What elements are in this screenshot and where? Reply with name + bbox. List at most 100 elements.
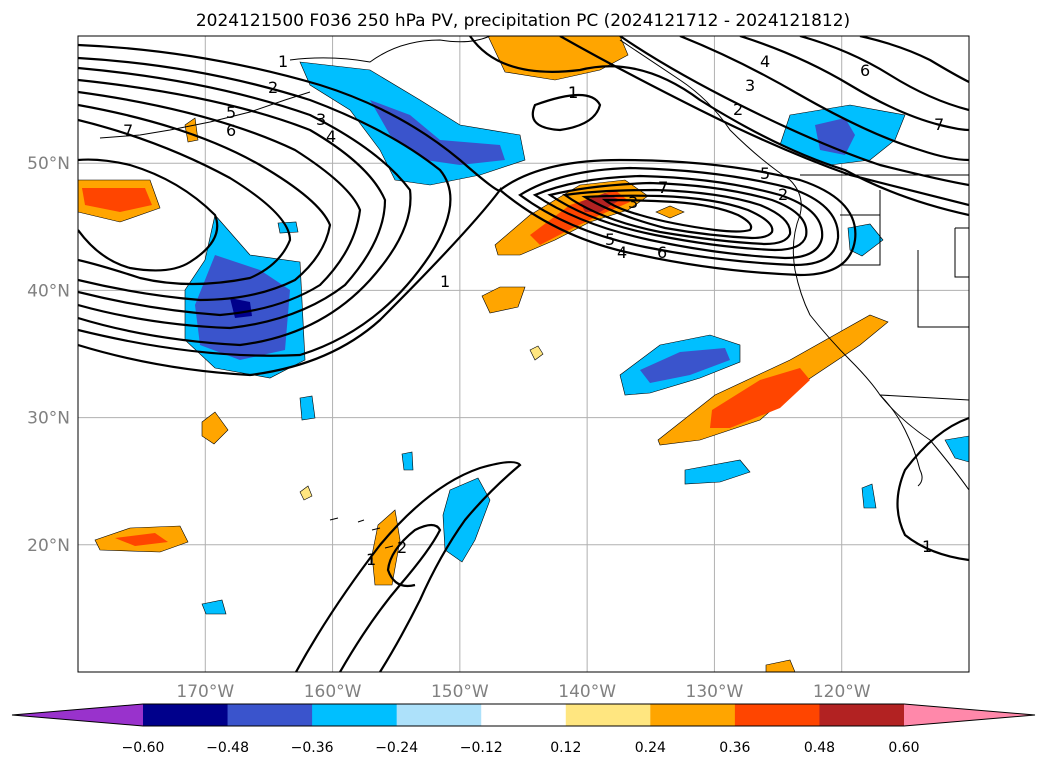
chart-title: 2024121500 F036 250 hPa PV, precipitatio… bbox=[196, 11, 850, 31]
pv-contours bbox=[78, 36, 969, 672]
pv-contour-west-2 bbox=[78, 56, 452, 357]
precip-blob-small-10 bbox=[655, 205, 685, 219]
y-tick-label: 50°N bbox=[27, 154, 70, 174]
colorbar-box bbox=[481, 704, 567, 726]
colorbar-tick-label: −0.36 bbox=[291, 740, 334, 756]
contour-label: 2 bbox=[778, 185, 788, 204]
pv-contour-west-3 bbox=[78, 66, 412, 347]
coastline-panhandle bbox=[619, 39, 802, 216]
x-tick-label: 140°W bbox=[558, 682, 616, 702]
pv-contour-ridge-1 bbox=[531, 94, 602, 132]
precip-blob-small-11 bbox=[765, 659, 796, 672]
contour-label: 5 bbox=[226, 103, 236, 122]
pv-contour-trough-5 bbox=[562, 188, 792, 246]
coastline-baja bbox=[879, 394, 923, 487]
precip-blob-small-1 bbox=[847, 223, 884, 257]
precip-blob-small-6 bbox=[277, 221, 299, 234]
contour-label: 7 bbox=[658, 178, 668, 197]
colorbar-ticks: −0.60 −0.48 −0.36 −0.24 −0.12 0.12 0.24 … bbox=[122, 740, 920, 756]
contour-label: 2 bbox=[733, 100, 743, 119]
colorbar-tick-label: 0.48 bbox=[804, 740, 835, 756]
colorbar bbox=[11, 703, 1036, 727]
colorbar-box bbox=[312, 704, 398, 726]
colorbar-box bbox=[227, 704, 313, 726]
pv-contour-jet-4 bbox=[679, 36, 969, 162]
contour-label: 3 bbox=[628, 193, 638, 212]
contour-label: 2 bbox=[397, 538, 407, 557]
pv-contour-jet-6 bbox=[799, 36, 969, 112]
contour-label: 1 bbox=[366, 550, 376, 569]
precip-shading bbox=[78, 36, 969, 672]
x-tick-label: 170°W bbox=[176, 682, 234, 702]
precip-blob-bc-core bbox=[815, 118, 855, 155]
contour-labels: 1 2 3 4 5 6 7 1 2 3 4 5 6 7 1 1 1 2 7 1 … bbox=[123, 52, 944, 569]
map-area: 1 2 3 4 5 6 7 1 2 3 4 5 6 7 1 1 1 2 7 1 … bbox=[78, 36, 969, 672]
coastline-aleutians bbox=[99, 91, 311, 139]
contour-label: 5 bbox=[605, 230, 615, 249]
pv-contour-west-6 bbox=[78, 103, 332, 302]
y-axis-ticks: 50°N 40°N 30°N 20°N bbox=[27, 154, 70, 556]
colorbar-outline bbox=[11, 703, 1036, 727]
contour-label: 7 bbox=[658, 178, 668, 197]
pv-contour-west-1 bbox=[78, 43, 502, 377]
border-states bbox=[840, 190, 969, 328]
contour-label: 1 bbox=[440, 272, 450, 291]
colorbar-tick-label: −0.24 bbox=[375, 740, 418, 756]
pv-contour-trough-6 bbox=[581, 194, 774, 240]
pv-contour-subtrop-1 bbox=[295, 461, 522, 672]
precip-blob-southeast-core bbox=[710, 368, 810, 428]
precip-blob-small-12 bbox=[529, 345, 544, 361]
pv-contour-jet-3 bbox=[619, 36, 969, 187]
colorbar-box bbox=[819, 704, 905, 726]
precip-blob-alaska-gulf-core bbox=[370, 100, 505, 165]
coastline-alaska bbox=[289, 36, 491, 63]
colorbar-tick-label: 0.24 bbox=[635, 740, 666, 756]
precip-blob-baja bbox=[944, 435, 969, 463]
pv-contour-subtrop-2 bbox=[339, 523, 442, 672]
x-tick-label: 160°W bbox=[304, 682, 362, 702]
precip-blob-east bbox=[684, 459, 751, 485]
contour-label: 3 bbox=[745, 76, 755, 95]
pv-contour-west-7 bbox=[78, 118, 292, 286]
x-tick-label: 130°W bbox=[686, 682, 744, 702]
pv-contour-trough-2 bbox=[518, 166, 840, 267]
contour-label: 6 bbox=[657, 243, 667, 262]
colorbar-box bbox=[396, 704, 482, 726]
x-tick-label: 150°W bbox=[431, 682, 489, 702]
contour-label: 4 bbox=[760, 52, 770, 71]
precip-blob-small-13 bbox=[299, 485, 313, 501]
colorbar-tick-label: −0.48 bbox=[206, 740, 249, 756]
contour-label: 6 bbox=[860, 61, 870, 80]
border-us-mexico bbox=[879, 394, 969, 401]
pv-contour-jet-1 bbox=[469, 36, 969, 217]
pv-contour-west-4 bbox=[78, 78, 387, 330]
pv-contour-trough-1 bbox=[498, 158, 857, 277]
pv-contour-east-1 bbox=[896, 416, 969, 562]
colorbar-box bbox=[734, 704, 820, 726]
contour-label: 1 bbox=[568, 83, 578, 102]
pv-contour-jet-2 bbox=[559, 36, 969, 207]
pv-contour-west-8 bbox=[78, 158, 219, 272]
colorbar-extend-min bbox=[12, 704, 143, 726]
colorbar-box bbox=[650, 704, 736, 726]
precip-blob-small-8 bbox=[201, 411, 229, 445]
x-axis-ticks: 170°W 160°W 150°W 140°W 130°W 120°W bbox=[176, 682, 870, 702]
y-tick-label: 40°N bbox=[27, 281, 70, 301]
coastline-hawaii bbox=[329, 517, 394, 549]
contour-label: 3 bbox=[316, 110, 326, 129]
colorbar-box bbox=[565, 704, 651, 726]
contour-label: 5 bbox=[760, 164, 770, 183]
precip-blob-small-3 bbox=[401, 451, 414, 471]
map-frame bbox=[77, 35, 970, 673]
y-tick-label: 20°N bbox=[27, 536, 70, 556]
pv-contour-trough-4 bbox=[547, 181, 808, 252]
precip-blob-small-7 bbox=[481, 286, 526, 314]
colorbar-tick-label: −0.12 bbox=[460, 740, 503, 756]
pv-contour-jet-5 bbox=[739, 36, 969, 132]
contour-label: 6 bbox=[226, 121, 236, 140]
contour-label: 1 bbox=[922, 537, 932, 556]
precip-blob-west-edge-core bbox=[82, 188, 152, 212]
colorbar-tick-label: −0.60 bbox=[122, 740, 165, 756]
coastlines bbox=[99, 36, 969, 549]
